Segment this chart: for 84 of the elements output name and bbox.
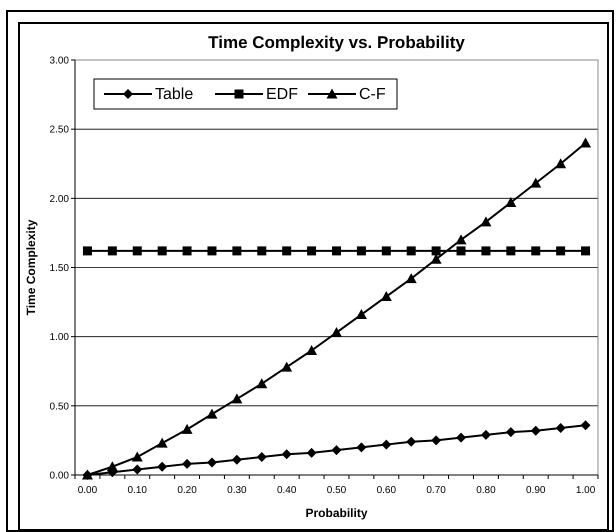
point [456,234,467,244]
y-tick-label: 1.00 [50,332,70,344]
point [356,246,366,256]
x-tick-label: 0.70 [426,485,446,496]
point [306,448,317,458]
point [182,424,193,434]
point [232,246,242,256]
point [456,246,466,256]
point [430,254,442,264]
y-tick-label: 2.50 [50,124,70,136]
point [282,449,292,460]
point [157,462,168,472]
point [156,438,168,448]
point [331,327,342,338]
point [505,196,516,207]
point [231,393,242,404]
point [432,246,441,256]
point [307,246,316,256]
y-tick-label: 3.00 [50,56,70,66]
point [356,309,367,320]
point [132,246,142,256]
point [182,458,192,469]
point [256,452,267,462]
point [506,246,516,256]
point [480,216,492,226]
legend-label: C-F [359,86,386,103]
point [380,291,392,302]
point [332,445,342,456]
x-tick-label: 0.30 [227,485,248,496]
x-tick-label: 0.40 [276,485,297,496]
x-tick-label: 0.60 [376,485,396,496]
point [531,246,540,256]
point [580,138,592,148]
point [530,178,542,188]
point [481,246,490,256]
x-axis-title: Probability [305,506,368,520]
y-tick-label: 1.50 [50,263,70,274]
point [406,436,416,447]
point [406,246,416,256]
y-tick-label: 2.00 [50,194,70,205]
point [206,408,218,419]
point [306,345,318,355]
point [207,246,216,256]
point [581,246,590,256]
point [556,246,566,256]
point [232,454,242,465]
legend-label: EDF [266,86,298,103]
point [182,246,192,256]
x-tick-label: 0.80 [476,485,496,496]
y-axis-title: Time Complexity [24,219,38,316]
x-tick-label: 0.90 [526,485,546,496]
x-tick-label: 0.00 [78,485,98,496]
point [132,452,143,462]
x-tick-label: 0.10 [128,485,148,496]
x-tick-label: 0.20 [177,485,198,496]
x-tick-label: 1.00 [576,485,596,496]
point [282,246,292,256]
chart-title: Time Complexity vs. Probability [208,33,466,52]
point [257,246,266,256]
point [382,246,391,256]
y-tick-label: 0.50 [50,401,70,412]
point [332,246,341,256]
point [108,246,117,256]
point [456,432,466,443]
point [106,461,118,472]
y-tick-label: 0.00 [50,470,70,482]
point [406,273,417,284]
point [580,420,591,430]
point [132,464,142,474]
x-tick-label: 0.50 [326,485,347,496]
point [506,427,516,438]
point [556,422,566,433]
point [281,362,292,372]
legend-label: Table [155,86,194,103]
point [158,246,167,256]
point [480,430,491,440]
point [82,246,92,256]
point [555,158,566,168]
point [431,435,442,446]
point [206,458,217,468]
point [530,426,541,436]
point [256,378,268,388]
point [381,440,392,450]
point [356,442,366,452]
